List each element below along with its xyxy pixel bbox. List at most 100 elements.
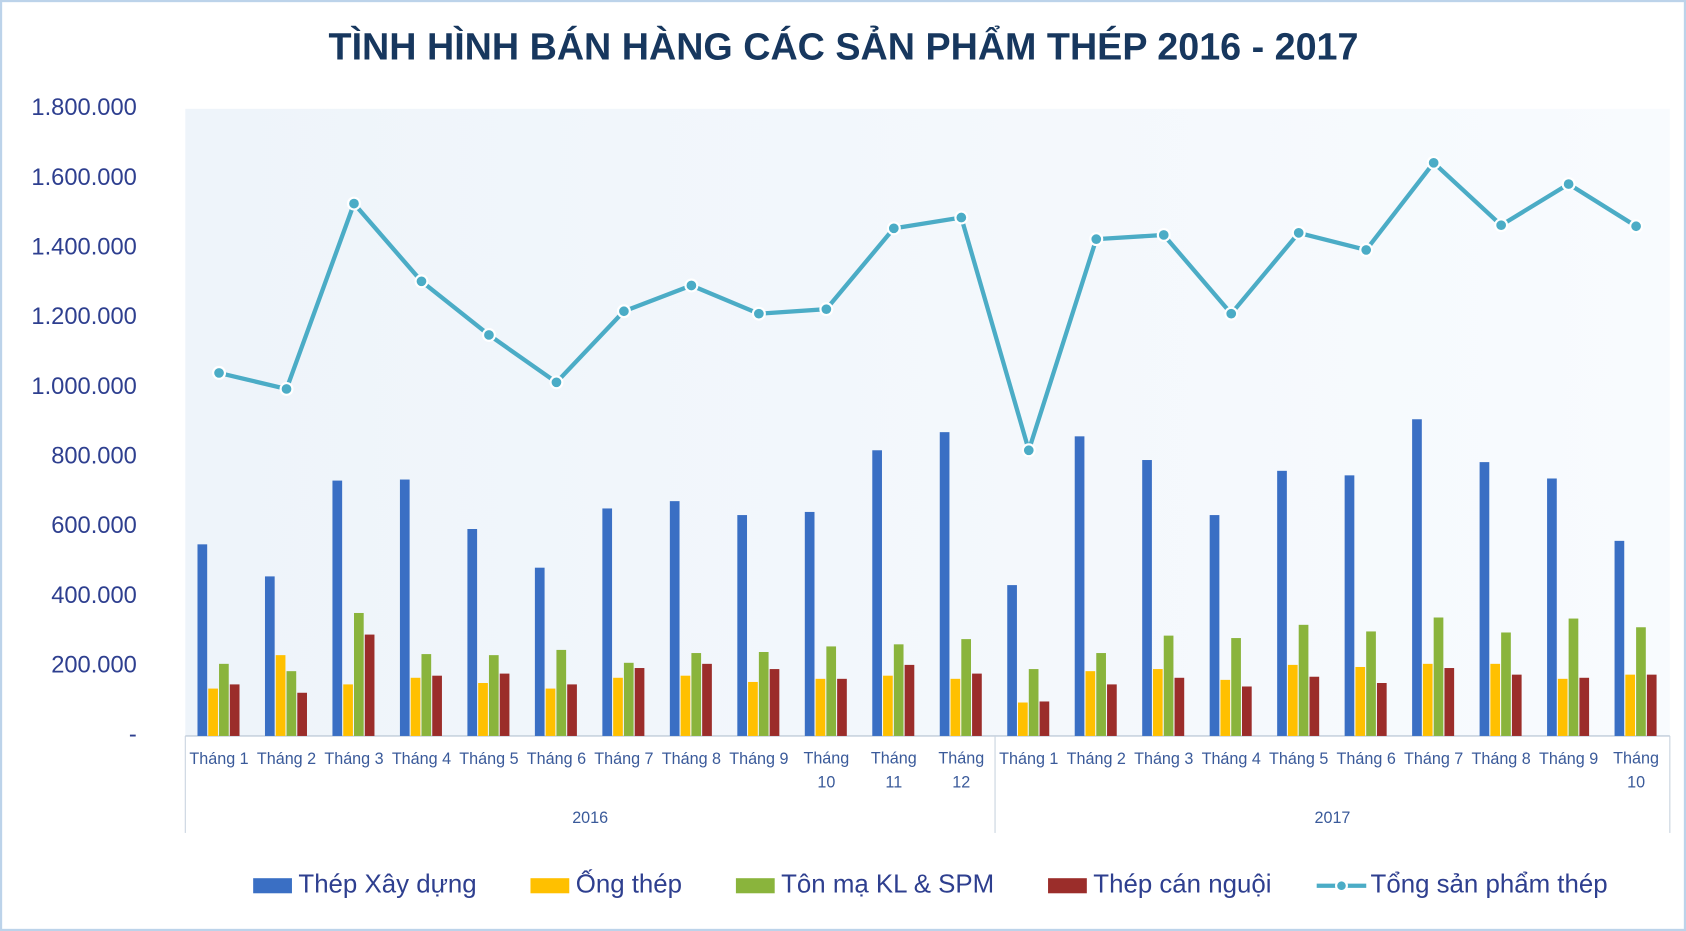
bar xyxy=(545,688,556,736)
bar xyxy=(1568,618,1579,736)
bar xyxy=(1625,674,1636,736)
x-tick-label: Tháng 6 xyxy=(527,750,586,768)
legend-label: Ống thép xyxy=(576,869,682,899)
bar xyxy=(1107,684,1117,736)
bar xyxy=(1152,669,1163,736)
bar xyxy=(1511,674,1522,736)
y-tick-label: 400.000 xyxy=(51,583,137,609)
x-tick-label: Tháng 1 xyxy=(189,750,248,768)
bar xyxy=(1444,668,1455,736)
y-tick-label: 1.200.000 xyxy=(31,304,136,330)
x-tick-label: Tháng 5 xyxy=(459,750,518,768)
bar xyxy=(1209,515,1220,736)
line-marker xyxy=(1629,219,1644,234)
legend-label: Tôn mạ KL & SPM xyxy=(781,871,994,899)
line-marker xyxy=(1156,227,1171,242)
line-marker xyxy=(751,306,766,321)
bar xyxy=(410,677,421,736)
bar xyxy=(1490,663,1501,736)
bar xyxy=(1547,478,1557,736)
line-marker xyxy=(1291,225,1306,240)
bar xyxy=(432,675,442,736)
x-tick-label: Tháng 7 xyxy=(594,750,653,768)
bar xyxy=(804,511,815,736)
bar xyxy=(1074,436,1085,736)
legend-swatch xyxy=(1048,878,1087,894)
bar xyxy=(1579,677,1590,736)
bar xyxy=(634,668,645,736)
y-tick-label: 1.000.000 xyxy=(31,374,136,400)
bar xyxy=(815,678,826,736)
x-tick-label: Tháng 9 xyxy=(1539,750,1598,768)
line-marker xyxy=(279,381,294,396)
x-tick-label: Tháng 10 xyxy=(1613,750,1659,792)
bar xyxy=(1422,663,1433,736)
bar xyxy=(1309,676,1320,736)
legend-swatch xyxy=(1335,879,1348,893)
bar xyxy=(297,692,307,736)
line-marker xyxy=(684,278,699,293)
legend-label: Thép cán nguội xyxy=(1093,871,1271,899)
bar xyxy=(1501,632,1511,736)
group-label: 2017 xyxy=(1314,809,1350,827)
bar xyxy=(1433,617,1444,736)
x-tick-label: Tháng 6 xyxy=(1337,750,1396,768)
bar xyxy=(1241,686,1252,736)
line xyxy=(218,159,1638,458)
bar xyxy=(534,567,545,736)
line-marker xyxy=(549,375,564,390)
group-label: 2016 xyxy=(572,809,608,827)
bar xyxy=(556,649,567,736)
y-tick-label: 1.600.000 xyxy=(31,165,136,191)
bar xyxy=(950,678,961,736)
bar xyxy=(1366,631,1376,736)
bar xyxy=(893,644,904,736)
bar xyxy=(826,646,837,736)
bar xyxy=(353,612,364,736)
line-marker xyxy=(954,210,969,225)
bar xyxy=(1028,669,1039,736)
bar xyxy=(769,669,780,736)
legend-swatch xyxy=(253,878,292,894)
x-tick-label: Tháng 7 xyxy=(1404,750,1463,768)
bar xyxy=(1174,677,1185,736)
legend-label: Thép Xây dựng xyxy=(298,871,476,899)
x-tick-label: Tháng 8 xyxy=(1471,750,1530,768)
x-tick-label: Tháng 2 xyxy=(1067,750,1126,768)
x-tick-label: Tháng 9 xyxy=(729,750,788,768)
x-tick-label: Tháng 3 xyxy=(1134,750,1193,768)
bar xyxy=(680,675,691,736)
bar xyxy=(467,529,478,736)
bar xyxy=(208,688,218,736)
bar xyxy=(748,681,758,736)
line-marker xyxy=(1359,242,1374,257)
legend-label: Tổng sản phẩm thép xyxy=(1371,871,1608,899)
bar xyxy=(1646,674,1657,736)
bar xyxy=(883,675,893,736)
x-tick-label: Tháng 4 xyxy=(392,750,451,768)
bar xyxy=(872,450,882,736)
x-tick-label: Tháng 4 xyxy=(1202,750,1261,768)
bar xyxy=(702,663,712,736)
line-marker xyxy=(346,196,361,211)
bar xyxy=(602,508,613,736)
y-tick-label: 600.000 xyxy=(51,513,137,539)
line-marker xyxy=(1089,232,1104,247)
bar xyxy=(1479,462,1490,736)
bar xyxy=(1344,475,1355,736)
x-tick-label: Tháng 8 xyxy=(662,750,721,768)
bar xyxy=(478,683,488,736)
x-tick-label: Tháng 10 xyxy=(803,750,849,792)
bar xyxy=(1355,666,1366,736)
bar xyxy=(332,480,343,736)
bar xyxy=(229,684,240,736)
bar xyxy=(1007,585,1017,736)
chart-title: TÌNH HÌNH BÁN HÀNG CÁC SẢN PHẨM THÉP 201… xyxy=(329,26,1359,68)
x-tick-label: Tháng 2 xyxy=(257,750,316,768)
line-marker xyxy=(1494,218,1509,233)
plot-area xyxy=(185,108,1670,736)
line-marker xyxy=(1224,306,1239,321)
bar xyxy=(623,662,634,736)
bar xyxy=(1376,683,1387,736)
bar xyxy=(499,673,510,736)
